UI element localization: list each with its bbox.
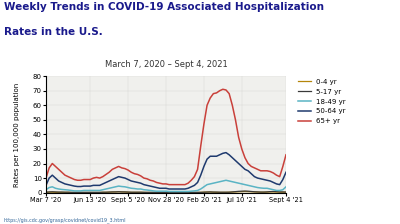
Text: Weekly Trends in COVID-19 Associated Hospitalization: Weekly Trends in COVID-19 Associated Hos…: [4, 2, 324, 12]
Text: Rates in the U.S.: Rates in the U.S.: [4, 27, 103, 37]
Legend: 0-4 yr, 5-17 yr, 18-49 yr, 50-64 yr, 65+ yr: 0-4 yr, 5-17 yr, 18-49 yr, 50-64 yr, 65+…: [297, 77, 347, 126]
Text: https://gis.cdc.gov/grasp/covidnet/covid19_3.html: https://gis.cdc.gov/grasp/covidnet/covid…: [4, 217, 126, 223]
Text: March 7, 2020 – Sept 4, 2021: March 7, 2020 – Sept 4, 2021: [105, 60, 227, 69]
Y-axis label: Rates per 100,000 population: Rates per 100,000 population: [14, 82, 20, 187]
